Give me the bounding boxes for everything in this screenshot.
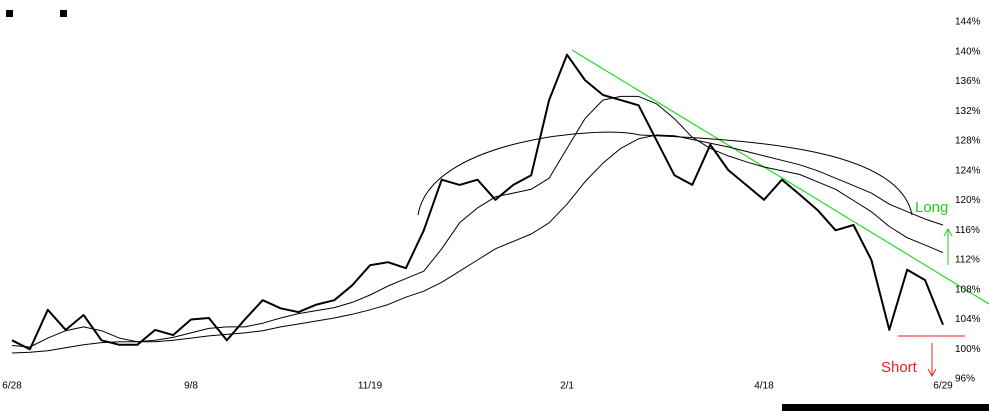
trend-line (571, 49, 989, 305)
marker (6, 10, 13, 17)
y-tick-label: 136% (955, 76, 981, 87)
y-tick-label: 132% (955, 106, 981, 117)
y-tick-label: 128% (955, 136, 981, 147)
y-tick-label: 104% (955, 314, 981, 325)
arrow (927, 368, 937, 378)
x-tick-label: 6/29 (933, 381, 953, 392)
y-tick-label: 140% (955, 46, 981, 57)
scrollbar (782, 404, 989, 411)
y-tick-label: 100% (955, 344, 981, 355)
y-tick-label: 108% (955, 284, 981, 295)
x-tick-label: 11/19 (358, 381, 383, 392)
annotation: Long (915, 199, 948, 216)
arc (417, 131, 913, 216)
x-tick-label: 2/1 (560, 381, 574, 392)
y-tick-label: 116% (955, 225, 980, 236)
price-line (11, 53, 944, 351)
y-tick-label: 144% (955, 17, 981, 28)
x-tick-label: 9/8 (184, 381, 198, 392)
y-tick-label: 96% (955, 374, 975, 385)
x-tick-label: 4/18 (754, 381, 774, 392)
annotation: Short (881, 359, 918, 376)
y-tick-label: 124% (955, 165, 981, 176)
y-tick-label: 112% (955, 255, 980, 266)
moving-average (11, 95, 944, 348)
x-tick-label: 6/28 (2, 381, 22, 392)
y-tick-label: 120% (955, 195, 981, 206)
arrow (943, 227, 953, 237)
marker (60, 10, 67, 17)
moving-average (11, 134, 944, 354)
